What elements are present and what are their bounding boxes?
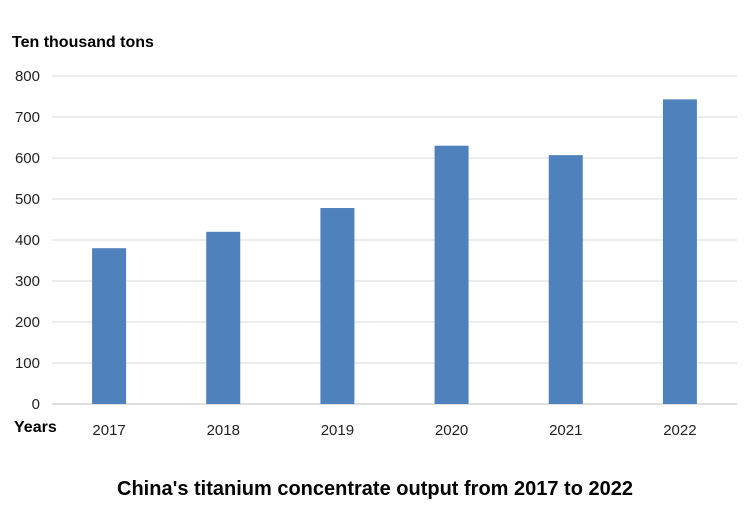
bar-2018 [206,231,241,404]
y-tick-label: 800 [15,68,40,85]
bar-2017 [92,248,127,404]
y-tick-label: 0 [32,396,40,413]
chart-title: China's titanium concentrate output from… [117,478,633,500]
bar-2022 [662,99,697,405]
y-tick-label: 700 [15,109,40,126]
x-tick-label: 2018 [207,422,240,439]
bar-2020 [434,145,469,404]
y-tick-label: 200 [15,314,40,331]
x-tick-label: 2021 [549,422,582,439]
y-tick-label: 300 [15,273,40,290]
x-tick-label: 2019 [321,422,354,439]
y-tick-label: 500 [15,191,40,208]
y-axis-label: Ten thousand tons [12,34,154,51]
y-tick-label: 400 [15,232,40,249]
bar-2019 [320,208,355,404]
bar-2021 [548,155,583,404]
y-tick-label: 100 [15,355,40,372]
x-axis-label: Years [14,419,57,436]
x-tick-label: 2022 [663,422,696,439]
x-tick-label: 2020 [435,422,468,439]
x-tick-label: 2017 [92,422,125,439]
y-tick-label: 600 [15,150,40,167]
